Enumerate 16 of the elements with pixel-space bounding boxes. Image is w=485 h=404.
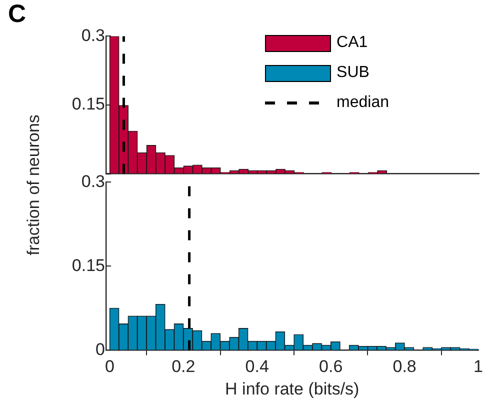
x-tick-label: 0.2 xyxy=(172,357,196,376)
y-tick-label: 0.15 xyxy=(72,256,105,275)
y-tick-label: 0 xyxy=(96,340,105,359)
legend-label: SUB xyxy=(336,64,370,82)
x-tick-label: 1 xyxy=(474,357,484,376)
chart-title: C xyxy=(8,0,26,29)
y-tick-label: 0.3 xyxy=(81,26,105,45)
x-tick-label: 0.6 xyxy=(319,357,343,376)
x-tick-label: 0.8 xyxy=(392,357,416,376)
x-tick-label: 0.4 xyxy=(245,357,269,376)
legend-label: CA1 xyxy=(336,34,368,52)
ref-line-label: median xyxy=(336,94,389,112)
y-tick-label: 0.3 xyxy=(81,172,105,191)
y-tick-label: 0.15 xyxy=(72,94,105,114)
y-axis-title: fraction of neurons xyxy=(24,114,44,256)
x-axis-title: H info rate (bits/s) xyxy=(225,379,360,398)
